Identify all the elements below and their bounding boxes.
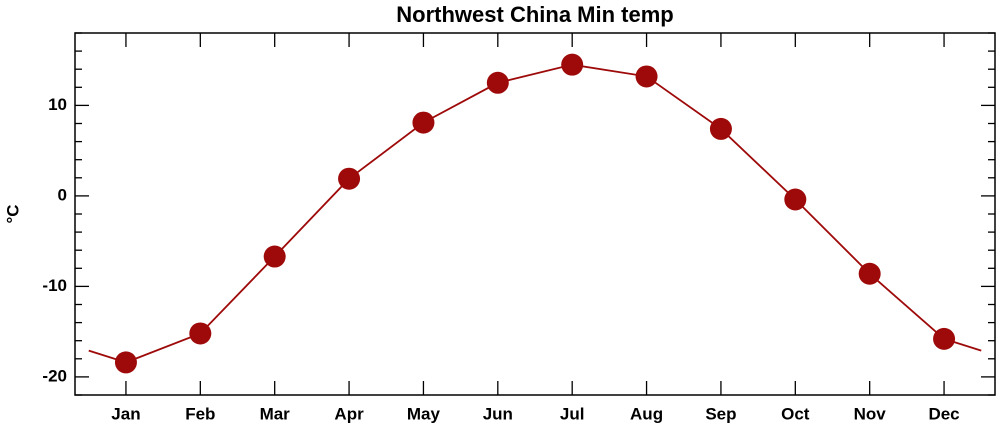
data-point xyxy=(189,322,212,345)
x-tick-label: Jun xyxy=(483,404,513,423)
chart-title: Northwest China Min temp xyxy=(396,2,673,27)
y-tick-label: -10 xyxy=(42,276,67,295)
data-point xyxy=(933,327,956,350)
x-tick-label: May xyxy=(407,404,441,423)
data-point xyxy=(114,351,137,374)
data-line xyxy=(125,63,945,364)
y-tick-label: 10 xyxy=(48,95,67,114)
data-point xyxy=(263,245,286,268)
x-tick-label: Nov xyxy=(854,404,887,423)
y-axis-label: °C xyxy=(3,204,22,223)
x-tick-label: Jan xyxy=(111,404,140,423)
x-tick-label: Aug xyxy=(630,404,663,423)
x-tick-label: Sep xyxy=(705,404,736,423)
data-point xyxy=(709,117,732,140)
data-point xyxy=(784,188,807,211)
data-point xyxy=(561,53,584,76)
data-point xyxy=(338,167,361,190)
data-point xyxy=(635,65,658,88)
data-point xyxy=(486,71,509,94)
y-tick-label: -20 xyxy=(42,366,67,385)
x-tick-label: Oct xyxy=(781,404,810,423)
data-point xyxy=(412,111,435,134)
x-tick-label: Jul xyxy=(560,404,585,423)
data-point xyxy=(858,262,881,285)
y-tick-label: 0 xyxy=(58,185,67,204)
plot-frame xyxy=(74,32,996,396)
x-tick-label: Dec xyxy=(928,404,959,423)
x-tick-label: Feb xyxy=(185,404,215,423)
x-tick-label: Apr xyxy=(334,404,364,423)
x-tick-label: Mar xyxy=(260,404,291,423)
